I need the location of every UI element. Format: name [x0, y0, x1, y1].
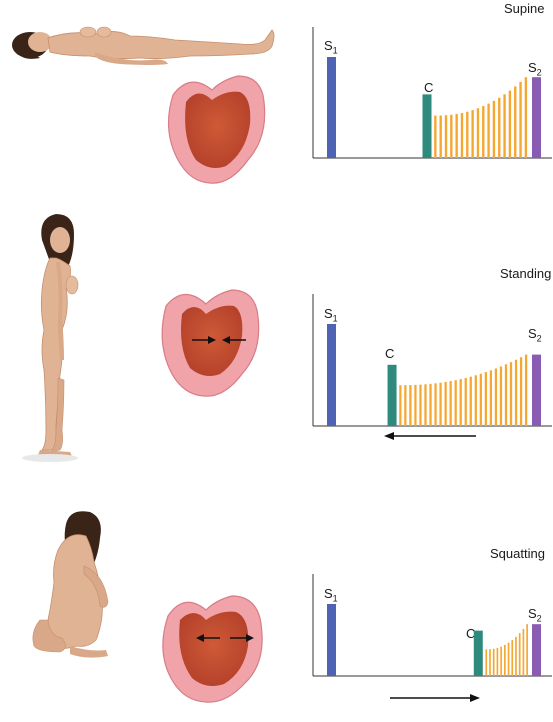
murmur-bar: [500, 646, 502, 676]
murmur-bar: [434, 115, 437, 158]
murmur-bar: [459, 379, 462, 426]
murmur-bar: [464, 377, 467, 426]
s1-bar: [327, 604, 336, 676]
murmur-bar: [449, 381, 452, 426]
panel-squatting: Squatting S1 C S2: [0, 470, 553, 722]
murmur-bar: [489, 649, 491, 676]
murmur-bar: [492, 100, 496, 158]
panel-title: Supine: [504, 1, 545, 16]
murmur-bar: [514, 359, 518, 426]
murmur-bar: [487, 103, 490, 158]
murmur-bar: [508, 90, 512, 158]
murmur-bar: [399, 385, 402, 426]
murmur-bar: [504, 364, 508, 426]
murmur-bar: [485, 649, 488, 676]
murmur-bar: [514, 86, 517, 158]
murmur-bar: [404, 385, 407, 426]
panel-squatting-art: [32, 511, 263, 703]
murmur-bar: [494, 368, 498, 426]
s2-bar: [532, 354, 541, 426]
panel-title: Standing: [500, 266, 552, 281]
murmur-bar: [474, 375, 477, 426]
heart-cross-section-icon: [161, 289, 260, 397]
click-bar: [387, 364, 397, 426]
phonocardiogram-chart: [312, 27, 552, 159]
arrow-icon: [192, 336, 246, 344]
murmur-bar: [511, 640, 514, 676]
murmur-bar: [492, 648, 495, 676]
murmur-bar: [519, 357, 523, 426]
panel-supine-art: [12, 26, 275, 184]
click-bar: [422, 94, 432, 158]
figure-standing-icon: [22, 214, 79, 462]
murmur-bar: [507, 642, 510, 676]
s1-bar: [327, 324, 336, 426]
murmur-bar: [499, 366, 503, 426]
heart-cross-section-icon: [162, 595, 263, 703]
murmur-bar: [522, 628, 525, 676]
murmur-bar: [498, 97, 501, 158]
murmur-bar: [479, 373, 482, 426]
murmur-bar: [503, 94, 506, 158]
murmur-bar: [469, 376, 472, 426]
phonocardiogram-chart: [312, 294, 552, 440]
murmur-bar: [434, 383, 437, 426]
murmur-bar: [409, 385, 412, 426]
murmur-bar: [524, 77, 528, 158]
murmur-bar: [455, 113, 458, 158]
s1-bar: [327, 57, 336, 158]
s1-label: S1: [324, 38, 338, 56]
figure-squatting-icon: [32, 511, 109, 658]
murmur-bar: [444, 115, 448, 158]
murmur-bar: [419, 384, 422, 426]
s2-label: S2: [528, 606, 542, 624]
murmur-bar: [519, 81, 522, 158]
figure-supine-icon: [12, 26, 275, 65]
s1-label: S1: [324, 586, 338, 604]
murmur-bar: [524, 354, 528, 426]
murmur-bar: [414, 384, 417, 426]
murmur-bar: [515, 636, 517, 676]
murmur-bar: [460, 112, 464, 158]
murmur-bar: [476, 108, 480, 158]
murmur-bar: [482, 106, 485, 158]
murmur-bar: [509, 362, 513, 426]
murmur-bar: [471, 110, 474, 158]
click-bar: [473, 630, 483, 676]
s2-bar: [532, 77, 541, 158]
s2-label: S2: [528, 326, 542, 344]
murmur-bar: [429, 383, 432, 426]
murmur-bar: [439, 115, 442, 158]
panel-standing: Standing S1 C S2: [0, 200, 553, 470]
murmur-bar: [439, 382, 442, 426]
panel-supine: Supine S1 C S2: [0, 0, 553, 200]
panel-standing-art: [22, 214, 260, 462]
murmur-bar: [518, 633, 521, 676]
murmur-bar: [450, 114, 453, 158]
murmur-bar: [466, 111, 469, 158]
murmur-bar: [503, 644, 506, 676]
c-label: C: [385, 346, 395, 361]
murmur-bar: [454, 380, 457, 426]
murmur-bar: [484, 372, 487, 426]
s1-label: S1: [324, 306, 338, 324]
murmur-bar: [526, 624, 528, 676]
panel-title: Squatting: [490, 546, 545, 561]
arrow-icon: [470, 694, 480, 702]
arrow-icon: [196, 634, 254, 642]
heart-cross-section-icon: [167, 75, 266, 184]
arrow-icon: [384, 432, 394, 440]
murmur-bar: [424, 384, 427, 426]
c-label: C: [424, 80, 434, 95]
s2-label: S2: [528, 60, 542, 78]
s2-bar: [532, 624, 541, 676]
murmur-bar: [496, 647, 499, 676]
murmur-bar: [489, 370, 493, 426]
phonocardiogram-chart: [312, 574, 552, 702]
c-label: C: [466, 626, 476, 641]
murmur-bar: [444, 381, 447, 426]
